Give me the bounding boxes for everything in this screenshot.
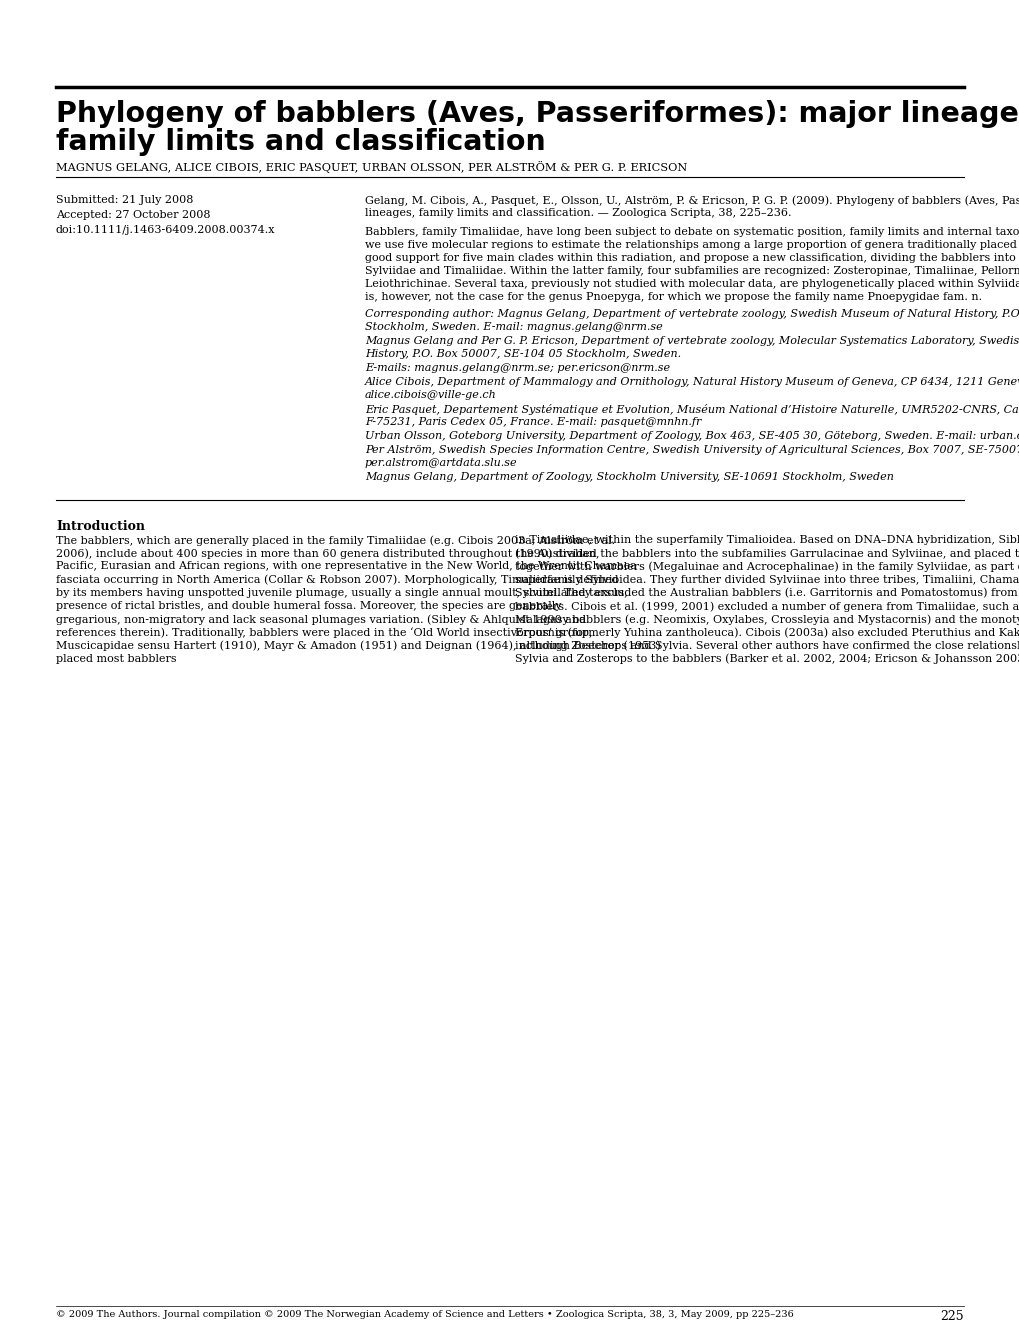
Text: MAGNUS GELANG, ALICE CIBOIS, ERIC PASQUET, URBAN OLSSON, PER ALSTRÖM & PER G. P.: MAGNUS GELANG, ALICE CIBOIS, ERIC PASQUE… (56, 161, 687, 173)
Text: 225: 225 (940, 1311, 963, 1323)
Text: Phylogeny of babblers (Aves, Passeriformes): major lineages,: Phylogeny of babblers (Aves, Passeriform… (56, 100, 1019, 129)
Text: Pacific, Eurasian and African regions, with one representative in the New World,: Pacific, Eurasian and African regions, w… (56, 561, 636, 571)
Text: in Timaliidae, within the superfamily Timalioidea. Based on DNA–DNA hybridizatio: in Timaliidae, within the superfamily Ti… (515, 535, 1019, 545)
Text: Muscicapidae sensu Hartert (1910), Mayr & Amadon (1951) and Deignan (1964), alth: Muscicapidae sensu Hartert (1910), Mayr … (56, 641, 660, 651)
Text: doi:10.1111/j.1463-6409.2008.00374.x: doi:10.1111/j.1463-6409.2008.00374.x (56, 225, 275, 234)
Text: gregarious, non-migratory and lack seasonal plumages variation. (Sibley & Ahlqui: gregarious, non-migratory and lack seaso… (56, 614, 586, 624)
Text: E-mails: magnus.gelang@nrm.se; per.ericson@nrm.se: E-mails: magnus.gelang@nrm.se; per.erics… (365, 363, 669, 373)
Text: 2006), include about 400 species in more than 60 genera distributed throughout t: 2006), include about 400 species in more… (56, 548, 599, 559)
Text: Gelang, M. Cibois, A., Pasquet, E., Olsson, U., Alström, P. & Ericson, P. G. P. : Gelang, M. Cibois, A., Pasquet, E., Olss… (365, 196, 1019, 205)
Text: Per Alström, Swedish Species Information Centre, Swedish University of Agricultu: Per Alström, Swedish Species Information… (365, 445, 1019, 456)
Text: alice.cibois@ville-ge.ch: alice.cibois@ville-ge.ch (365, 390, 496, 401)
Text: © 2009 The Authors. Journal compilation © 2009 The Norwegian Academy of Science : © 2009 The Authors. Journal compilation … (56, 1311, 793, 1319)
Text: Sylvia and Zosterops to the babblers (Barker et al. 2002, 2004; Ericson & Johans: Sylvia and Zosterops to the babblers (Ba… (515, 654, 1019, 665)
Text: per.alstrom@artdata.slu.se: per.alstrom@artdata.slu.se (365, 458, 517, 468)
Text: good support for five main clades within this radiation, and propose a new class: good support for five main clades within… (365, 253, 1019, 263)
Text: Erpornis (formerly Yuhina zantholeuca). Cibois (2003a) also excluded Pteruthius : Erpornis (formerly Yuhina zantholeuca). … (515, 627, 1019, 638)
Text: including Zosterops and Sylvia. Several other authors have confirmed the close r: including Zosterops and Sylvia. Several … (515, 641, 1019, 651)
Text: The babblers, which are generally placed in the family Timaliidae (e.g. Cibois 2: The babblers, which are generally placed… (56, 535, 614, 545)
Text: presence of rictal bristles, and double humeral fossa. Moreover, the species are: presence of rictal bristles, and double … (56, 602, 560, 611)
Text: Urban Olsson, Goteborg University, Department of Zoology, Box 463, SE-405 30, Gö: Urban Olsson, Goteborg University, Depar… (365, 431, 1019, 441)
Text: Sylviini. They excluded the Australian babblers (i.e. Garritornis and Pomatostom: Sylviini. They excluded the Australian b… (515, 588, 1019, 599)
Text: fasciata occurring in North America (Collar & Robson 2007). Morphologically, Tim: fasciata occurring in North America (Col… (56, 575, 618, 586)
Text: Magnus Gelang, Department of Zoology, Stockholm University, SE-10691 Stockholm, : Magnus Gelang, Department of Zoology, St… (365, 472, 893, 482)
Text: Accepted: 27 October 2008: Accepted: 27 October 2008 (56, 210, 210, 220)
Text: Alice Cibois, Department of Mammalogy and Ornithology, Natural History Museum of: Alice Cibois, Department of Mammalogy an… (365, 377, 1019, 387)
Text: together with warblers (Megaluinae and Acrocephalinae) in the family Sylviidae, : together with warblers (Megaluinae and A… (515, 561, 1019, 572)
Text: Submitted: 21 July 2008: Submitted: 21 July 2008 (56, 196, 194, 205)
Text: Corresponding author: Magnus Gelang, Department of vertebrate zoology, Swedish M: Corresponding author: Magnus Gelang, Dep… (365, 310, 1019, 319)
Text: Introduction: Introduction (56, 520, 145, 533)
Text: Babblers, family Timaliidae, have long been subject to debate on systematic posi: Babblers, family Timaliidae, have long b… (365, 226, 1019, 237)
Text: we use five molecular regions to estimate the relationships among a large propor: we use five molecular regions to estimat… (365, 240, 1019, 251)
Text: (1990) divided the babblers into the subfamilies Garrulacinae and Sylviinae, and: (1990) divided the babblers into the sub… (515, 548, 1019, 559)
Text: Sylviidae and Timaliidae. Within the latter family, four subfamilies are recogni: Sylviidae and Timaliidae. Within the lat… (365, 267, 1019, 276)
Text: superfamily Sylvioidea. They further divided Sylviinae into three tribes, Timali: superfamily Sylvioidea. They further div… (515, 575, 1019, 584)
Text: History, P.O. Box 50007, SE-104 05 Stockholm, Sweden.: History, P.O. Box 50007, SE-104 05 Stock… (365, 348, 681, 359)
Text: Eric Pasquet, Departement Systématique et Evolution, Muséum National d’Histoire : Eric Pasquet, Departement Systématique e… (365, 403, 1019, 415)
Text: is, however, not the case for the genus Pnoepyga, for which we propose the famil: is, however, not the case for the genus … (365, 292, 981, 302)
Text: placed most babblers: placed most babblers (56, 654, 176, 663)
Text: references therein). Traditionally, babblers were placed in the ‘Old World insec: references therein). Traditionally, babb… (56, 627, 592, 638)
Text: Stockholm, Sweden. E-mail: magnus.gelang@nrm.se: Stockholm, Sweden. E-mail: magnus.gelang… (365, 322, 662, 332)
Text: by its members having unspotted juvenile plumage, usually a single annual moult,: by its members having unspotted juvenile… (56, 588, 627, 598)
Text: lineages, family limits and classification. — Zoologica Scripta, 38, 225–236.: lineages, family limits and classificati… (365, 208, 791, 218)
Text: F-75231, Paris Cedex 05, France. E-mail: pasquet@mnhn.fr: F-75231, Paris Cedex 05, France. E-mail:… (365, 417, 701, 427)
Text: Magnus Gelang and Per G. P. Ericson, Department of vertebrate zoology, Molecular: Magnus Gelang and Per G. P. Ericson, Dep… (365, 336, 1019, 346)
Text: babblers. Cibois et al. (1999, 2001) excluded a number of genera from Timaliidae: babblers. Cibois et al. (1999, 2001) exc… (515, 602, 1019, 611)
Text: family limits and classification: family limits and classification (56, 129, 545, 155)
Text: Leiothrichinae. Several taxa, previously not studied with molecular data, are ph: Leiothrichinae. Several taxa, previously… (365, 279, 1019, 289)
Text: Malagasy babblers (e.g. Neomixis, Oxylabes, Crossleyia and Mystacornis) and the : Malagasy babblers (e.g. Neomixis, Oxylab… (515, 614, 1019, 624)
